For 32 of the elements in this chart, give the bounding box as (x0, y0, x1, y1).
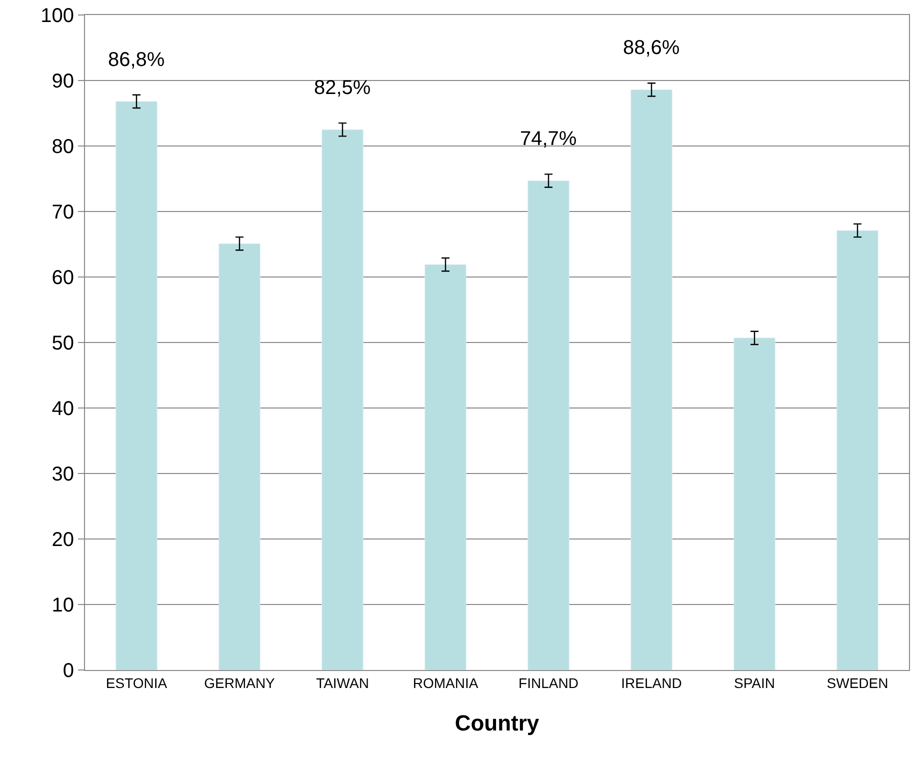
y-tick-label: 70 (52, 202, 74, 224)
y-tick-label: 10 (52, 594, 74, 616)
y-tick-label: 100 (40, 5, 74, 27)
x-tick-label: ROMANIA (412, 674, 479, 691)
data-label: 88,6% (623, 37, 680, 59)
x-tick-label: IRELAND (621, 674, 682, 691)
y-tick-label: 80 (52, 136, 74, 158)
x-tick-label: SPAIN (734, 674, 775, 691)
data-label: 74,7% (520, 128, 577, 150)
bar (528, 180, 570, 670)
bar (836, 230, 878, 670)
y-tick-label: 30 (52, 464, 74, 486)
x-tick-label: SWEDEN (826, 674, 888, 691)
y-tick-label: 60 (52, 267, 74, 289)
bar (116, 101, 158, 670)
data-label: 86,8% (108, 49, 165, 71)
bar (630, 89, 672, 670)
x-tick-label: ESTONIA (106, 674, 168, 691)
x-tick-label: GERMANY (204, 674, 276, 691)
data-label: 82,5% (314, 77, 371, 99)
y-tick-label: 20 (52, 529, 74, 551)
y-tick-label: 40 (52, 398, 74, 420)
y-tick-label: 0 (62, 660, 74, 682)
bar (734, 338, 776, 670)
x-tick-label: FINLAND (518, 674, 578, 691)
bar (424, 264, 466, 670)
bar (218, 243, 260, 670)
y-tick-label: 90 (52, 70, 74, 92)
bar (322, 129, 364, 670)
x-axis-title: Country (454, 710, 540, 736)
y-tick-label: 50 (52, 332, 74, 354)
x-tick-label: TAIWAN (316, 674, 369, 691)
